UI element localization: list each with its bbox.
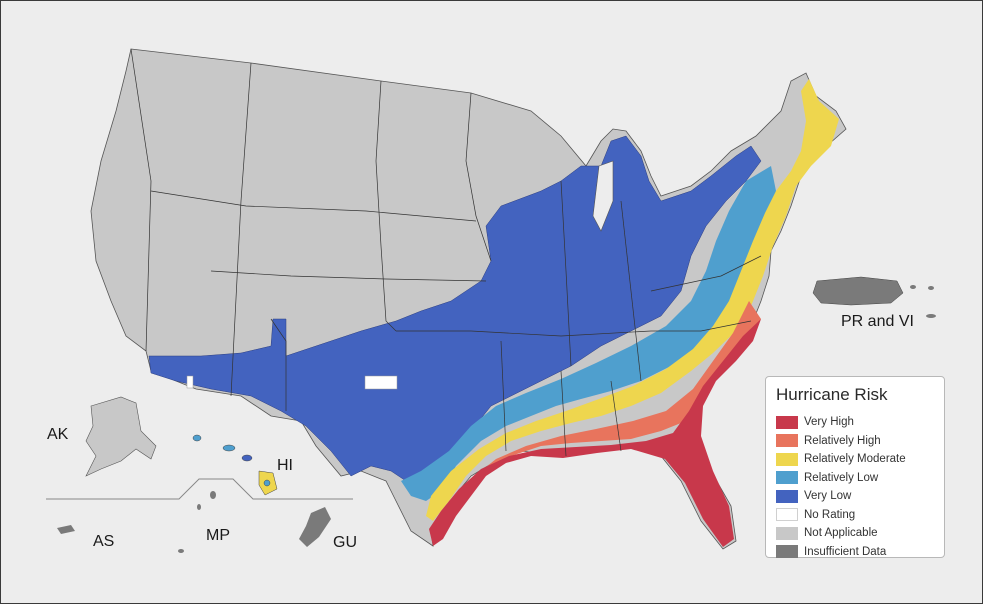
american-samoa-shape xyxy=(57,525,75,534)
legend-label: Insufficient Data xyxy=(804,545,887,558)
legend-label: Relatively Moderate xyxy=(804,453,906,466)
legend-item-relatively-moderate: Relatively Moderate xyxy=(776,450,934,469)
legend-swatch xyxy=(776,434,798,448)
legend-item-insufficient-data: Insufficient Data xyxy=(776,543,934,562)
no-rating-patch xyxy=(186,375,194,389)
legend-swatch xyxy=(776,471,798,485)
legend-swatch xyxy=(776,452,798,466)
gu-label: GU xyxy=(333,534,357,551)
legend-label: Relatively High xyxy=(804,434,881,447)
mariana-islands xyxy=(178,491,216,553)
legend-item-relatively-low: Relatively Low xyxy=(776,469,934,488)
guam-shape xyxy=(299,507,331,547)
alaska-shape xyxy=(85,396,157,477)
puerto-rico-shape xyxy=(812,276,904,306)
legend-swatch xyxy=(776,415,798,429)
hawaii-islands xyxy=(192,434,278,496)
relatively-low-region xyxy=(401,166,776,501)
legend-swatch xyxy=(776,489,798,503)
legend-swatch xyxy=(776,545,798,559)
legend-item-very-high: Very High xyxy=(776,413,934,432)
no-rating-patch xyxy=(364,375,398,390)
legend-title: Hurricane Risk xyxy=(776,385,888,404)
legend-label: No Rating xyxy=(804,508,856,521)
lake-michigan xyxy=(592,160,614,232)
state-boundaries xyxy=(130,48,762,457)
legend-item-very-low: Very Low xyxy=(776,487,934,506)
legend-label: Not Applicable xyxy=(804,527,878,540)
legend-item-no-rating: No Rating xyxy=(776,506,934,525)
mp-label: MP xyxy=(206,527,230,544)
as-label: AS xyxy=(93,533,115,550)
legend-item-not-applicable: Not Applicable xyxy=(776,524,934,543)
ak-label: AK xyxy=(47,426,69,443)
inset-divider xyxy=(46,478,353,500)
virgin-islands xyxy=(910,285,936,318)
hi-label: HI xyxy=(277,457,293,474)
legend-swatch xyxy=(776,526,798,540)
legend-label: Very Low xyxy=(804,490,852,503)
legend-panel: Hurricane Risk Very High Relatively High… xyxy=(765,376,945,559)
pr-vi-label: PR and VI xyxy=(841,313,914,330)
very-high-region xyxy=(429,319,761,547)
legend-item-relatively-high: Relatively High xyxy=(776,432,934,451)
legend-label: Relatively Low xyxy=(804,471,879,484)
legend-label: Very High xyxy=(804,416,854,429)
legend-swatch xyxy=(776,508,798,522)
